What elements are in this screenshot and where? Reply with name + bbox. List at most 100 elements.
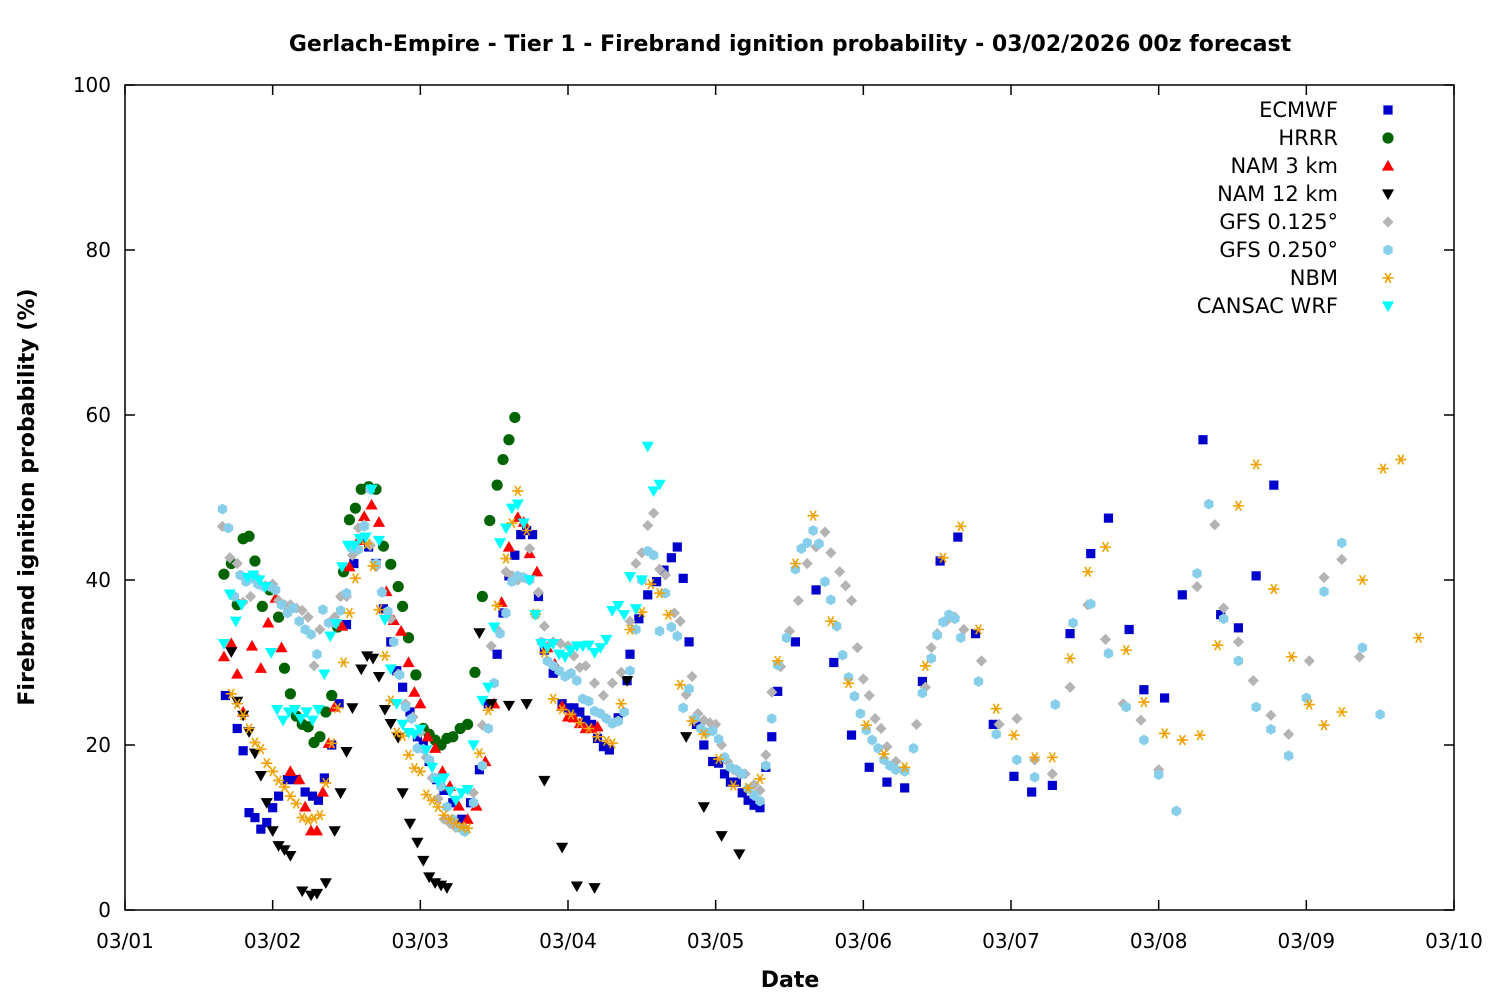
data-point bbox=[1269, 480, 1279, 490]
data-point bbox=[538, 775, 551, 787]
data-point bbox=[678, 702, 688, 714]
data-point bbox=[958, 623, 970, 636]
legend-label: NAM 3 km bbox=[1230, 154, 1338, 178]
data-point bbox=[1232, 500, 1245, 512]
data-point bbox=[606, 605, 619, 617]
data-point bbox=[300, 707, 313, 719]
data-point bbox=[938, 616, 948, 628]
data-point bbox=[699, 740, 709, 750]
data-point bbox=[473, 628, 486, 639]
data-point bbox=[1065, 629, 1075, 639]
data-point bbox=[224, 552, 236, 564]
data-point bbox=[495, 628, 505, 640]
data-point bbox=[678, 573, 688, 583]
data-point bbox=[990, 703, 1002, 714]
data-point bbox=[461, 784, 474, 796]
data-point bbox=[284, 790, 296, 802]
x-tick-label: 03/09 bbox=[1278, 929, 1336, 953]
x-tick-label: 03/03 bbox=[392, 929, 450, 953]
data-point bbox=[340, 747, 353, 758]
data-point bbox=[825, 615, 837, 627]
data-point bbox=[731, 777, 741, 787]
data-point bbox=[405, 707, 415, 717]
data-point bbox=[1171, 805, 1182, 817]
data-point bbox=[429, 742, 442, 753]
data-point bbox=[1177, 590, 1187, 600]
data-point bbox=[509, 411, 521, 424]
data-point bbox=[1268, 583, 1280, 595]
data-point bbox=[390, 699, 403, 710]
data-point bbox=[917, 676, 927, 687]
data-point bbox=[1251, 701, 1261, 713]
data-point bbox=[653, 587, 666, 599]
data-point bbox=[843, 671, 854, 683]
data-point bbox=[225, 637, 238, 649]
data-point bbox=[275, 641, 288, 653]
data-point bbox=[754, 773, 766, 785]
data-point bbox=[299, 800, 312, 812]
data-point bbox=[713, 753, 725, 765]
data-point bbox=[719, 751, 730, 763]
data-point bbox=[511, 499, 524, 511]
data-point bbox=[1099, 633, 1112, 645]
data-point bbox=[584, 695, 594, 707]
data-point bbox=[397, 730, 409, 742]
data-point bbox=[278, 845, 291, 856]
data-point bbox=[512, 485, 524, 497]
x-axis-title: Date bbox=[761, 968, 820, 993]
data-point bbox=[1103, 648, 1114, 659]
data-point bbox=[1303, 699, 1315, 710]
data-point bbox=[431, 776, 445, 788]
data-point bbox=[312, 704, 325, 716]
data-point bbox=[600, 634, 613, 646]
data-point bbox=[867, 734, 877, 746]
data-point bbox=[647, 486, 660, 497]
data-point bbox=[396, 719, 409, 731]
legend: ECMWF HRRR NAM 3 km NAM 12 km GFS 0.125° GFS … bbox=[1197, 98, 1395, 318]
data-point bbox=[672, 630, 682, 642]
data-point bbox=[668, 607, 680, 619]
data-point bbox=[524, 543, 536, 555]
data-point bbox=[1158, 728, 1171, 739]
data-point bbox=[341, 619, 352, 630]
data-point bbox=[882, 777, 892, 787]
data-point bbox=[408, 729, 421, 741]
data-point bbox=[588, 648, 601, 659]
data-point bbox=[591, 731, 604, 743]
data-point bbox=[932, 629, 942, 641]
data-point bbox=[270, 584, 281, 596]
data-point bbox=[378, 615, 391, 626]
data-point bbox=[346, 703, 359, 714]
data-point bbox=[652, 577, 662, 587]
data-point bbox=[314, 809, 326, 821]
data-point bbox=[501, 607, 511, 619]
data-point bbox=[261, 757, 273, 769]
data-point bbox=[973, 676, 984, 687]
data-point bbox=[254, 662, 267, 673]
data-point bbox=[314, 623, 326, 636]
data-point bbox=[421, 730, 434, 742]
data-point bbox=[247, 570, 260, 582]
data-point bbox=[359, 532, 372, 544]
data-point bbox=[1395, 454, 1407, 465]
data-point bbox=[574, 661, 586, 674]
data-point bbox=[424, 754, 434, 766]
data-point bbox=[937, 552, 949, 563]
data-point bbox=[755, 795, 765, 807]
data-point bbox=[225, 688, 237, 700]
data-point bbox=[755, 803, 765, 813]
data-point bbox=[727, 780, 739, 791]
data-point bbox=[659, 569, 672, 581]
data-point bbox=[272, 775, 285, 786]
data-point bbox=[719, 769, 730, 779]
data-point bbox=[414, 697, 427, 709]
data-point bbox=[993, 718, 1005, 730]
data-point bbox=[231, 557, 243, 570]
data-point bbox=[1233, 623, 1244, 633]
data-point bbox=[335, 620, 349, 631]
x-tick-label: 03/05 bbox=[687, 929, 745, 953]
data-point bbox=[875, 722, 887, 735]
legend-marker bbox=[1382, 272, 1394, 284]
data-point bbox=[708, 756, 718, 767]
